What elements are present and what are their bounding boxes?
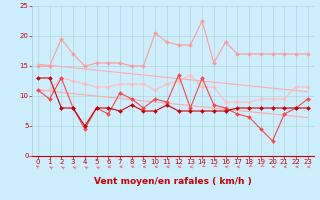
X-axis label: Vent moyen/en rafales ( km/h ): Vent moyen/en rafales ( km/h )	[94, 177, 252, 186]
